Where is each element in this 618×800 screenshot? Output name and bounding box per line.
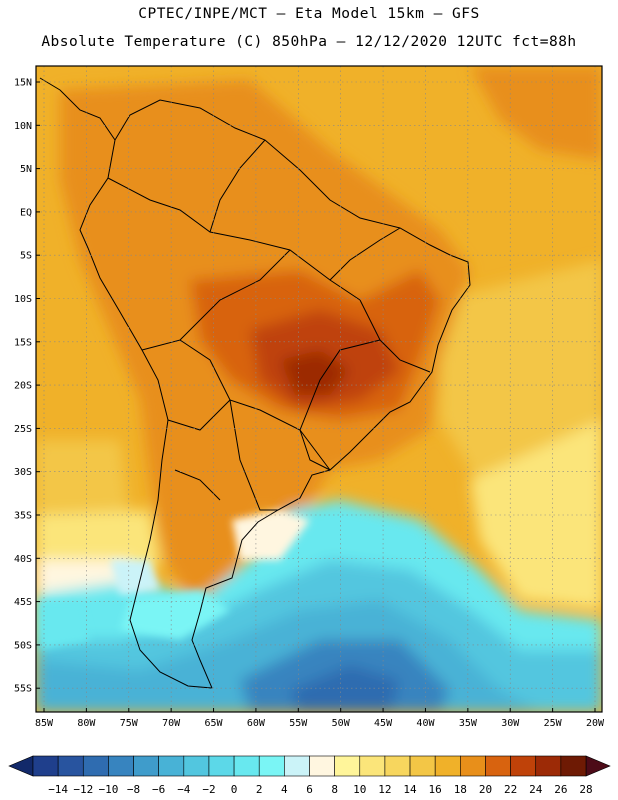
colorbar-swatch [359, 755, 386, 777]
longitude-label: 40W [416, 718, 435, 729]
colorbar-swatch [32, 755, 59, 777]
colorbar-label: 16 [429, 783, 442, 796]
longitude-labels: 85W 80W 75W 70W 65W 60W 55W 50W 45W 40W 35W 30W 25W 2… [35, 708, 605, 729]
field-shading [36, 66, 602, 712]
colorbar-swatch [334, 755, 361, 777]
colorbar-swatch [158, 755, 185, 777]
longitude-label: 60W [247, 718, 266, 729]
colorbar-label: −12 [73, 783, 93, 796]
colorbar-label: −10 [98, 783, 118, 796]
latitude-label: 15N [14, 78, 32, 89]
colorbar-swatch [82, 755, 109, 777]
longitude-label: 55W [289, 718, 308, 729]
colorbar-swatch [108, 755, 134, 777]
latitude-label: 35S [14, 511, 32, 522]
longitude-label: 70W [162, 718, 181, 729]
colorbar-swatch [535, 755, 562, 777]
colorbar-label: 26 [554, 783, 567, 796]
colorbar-label: 6 [306, 783, 313, 796]
map-title-line-1: CPTEC/INPE/MCT – Eta Model 15km – GFS [138, 6, 480, 22]
longitude-label: 75W [120, 718, 139, 729]
latitude-label: 5S [20, 251, 32, 262]
temperature-field [36, 66, 602, 712]
colorbar-label: −4 [177, 783, 191, 796]
longitude-label: 25W [544, 718, 563, 729]
colorbar-swatch [485, 755, 511, 777]
colorbar-label: −8 [127, 783, 140, 796]
longitude-label: 35W [459, 718, 478, 729]
map-title-line-2: Absolute Temperature (C) 850hPa – 12/12/… [41, 34, 577, 50]
colorbar-label: 22 [504, 783, 517, 796]
colorbar-label: 0 [231, 783, 238, 796]
latitude-label: EQ [20, 207, 32, 218]
colorbar-swatch [434, 755, 461, 777]
colorbar-swatch [460, 755, 486, 777]
colorbar-swatch [409, 755, 436, 777]
colorbar-swatch [258, 755, 285, 777]
longitude-label: 80W [77, 718, 96, 729]
colorbar-swatch [133, 755, 159, 777]
colorbar-swatch [183, 755, 210, 777]
colorbar-swatch [560, 755, 587, 777]
colorbar-swatch [208, 755, 235, 777]
colorbar-label: 24 [529, 783, 543, 796]
longitude-label: 85W [35, 718, 54, 729]
colorbar-swatch [284, 755, 310, 777]
latitude-label: 5N [20, 164, 32, 175]
latitude-label: 55S [14, 684, 32, 695]
colorbar-label: 14 [403, 783, 417, 796]
latitude-label: 10S [14, 294, 32, 305]
colorbar-label: 12 [378, 783, 391, 796]
colorbar-label: 4 [281, 783, 288, 796]
colorbar-label: 20 [479, 783, 492, 796]
colorbar-label: 2 [256, 783, 263, 796]
colorbar-label: 10 [353, 783, 366, 796]
colorbar-swatch [233, 755, 260, 777]
longitude-label: 20W [586, 718, 605, 729]
longitude-label: 50W [332, 718, 351, 729]
colorbar-label: 8 [331, 783, 338, 796]
colorbar-label: 18 [454, 783, 467, 796]
longitude-label: 65W [205, 718, 224, 729]
latitude-label: 10N [14, 121, 32, 132]
colorbar-left-arrow [8, 755, 34, 777]
latitude-label: 45S [14, 597, 32, 608]
colorbar-swatch [309, 755, 335, 777]
colorbar-label: 28 [579, 783, 592, 796]
country-borders [39, 77, 471, 689]
colorbar: −14 −12 −10 −8 −6 −4 −2 0 2 4 6 8 10 12 14 16 18 20 22 24 26… [8, 755, 611, 796]
latitude-labels: 15N 10N 5N EQ 5S 10S 15S 20S 25S 30S 35S 40S 45S 50S 5… [14, 78, 40, 695]
longitude-label: 45W [374, 718, 393, 729]
colorbar-label: −2 [202, 783, 215, 796]
latitude-label: 20S [14, 381, 32, 392]
longitude-label: 30W [501, 718, 520, 729]
latitude-label: 50S [14, 640, 32, 651]
map-frame [35, 65, 603, 713]
colorbar-swatch [57, 755, 84, 777]
colorbar-swatch [384, 755, 411, 777]
latitude-label: 15S [14, 337, 32, 348]
latitude-label: 25S [14, 424, 32, 435]
colorbar-swatch [510, 755, 537, 777]
colorbar-right-arrow [585, 755, 611, 777]
colorbar-label: −6 [152, 783, 165, 796]
latitude-label: 40S [14, 554, 32, 565]
colorbar-label: −14 [48, 783, 68, 796]
latitude-label: 30S [14, 467, 32, 478]
